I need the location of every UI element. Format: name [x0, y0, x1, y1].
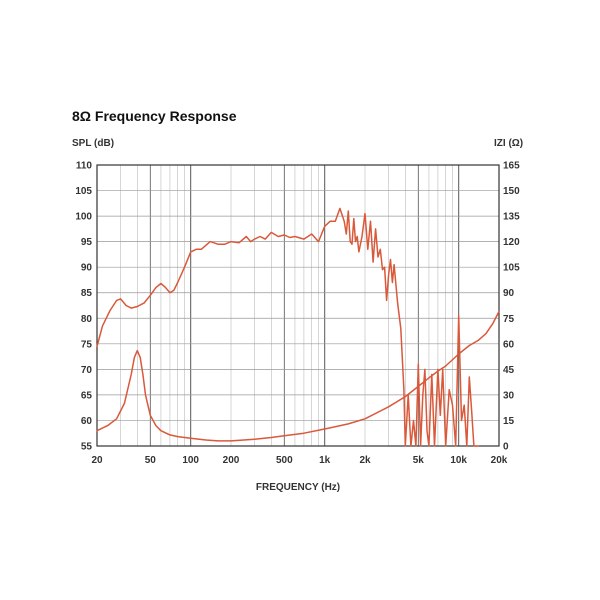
x-tick-label: 200 [223, 455, 240, 466]
x-tick-label: 500 [276, 455, 293, 466]
x-tick-label: 2k [359, 455, 371, 466]
y-tick-label-left: 100 [75, 212, 92, 223]
x-tick-label: 5k [413, 455, 425, 466]
y-tick-label-left: 110 [76, 161, 93, 172]
x-tick-label: 50 [145, 455, 157, 466]
y-tick-label-left: 55 [81, 442, 93, 453]
x-tick-label: 20 [91, 455, 103, 466]
y-axis-label-left: SPL (dB) [72, 138, 114, 149]
y-tick-label-right: 45 [503, 365, 515, 376]
y-tick-label-left: 105 [75, 186, 92, 197]
y-tick-label-left: 90 [81, 263, 93, 274]
series-group [96, 207, 500, 447]
y-tick-label-right: 30 [503, 390, 515, 401]
y-tick-label-right: 120 [503, 237, 520, 248]
y-tick-label-right: 60 [503, 339, 515, 350]
plot-frame [96, 164, 500, 447]
y-tick-label-left: 70 [81, 365, 93, 376]
y-tick-label-left: 80 [81, 314, 93, 325]
y-tick-label-right: 135 [503, 212, 520, 223]
y-tick-label-left: 65 [81, 390, 93, 401]
y-tick-label-right: 150 [503, 186, 520, 197]
y-tick-label-right: 165 [503, 161, 520, 172]
y-tick-label-right: 105 [503, 263, 520, 274]
y-tick-label-right: 0 [503, 442, 509, 453]
grid-lines [97, 165, 499, 446]
y-tick-label-right: 75 [503, 314, 515, 325]
y-tick-label-right: 15 [503, 416, 515, 427]
y-tick-label-left: 60 [81, 416, 93, 427]
y-tick-label-left: 85 [81, 288, 93, 299]
y-tick-label-right: 90 [503, 288, 515, 299]
y-tick-label-left: 95 [81, 237, 93, 248]
x-axis-label: FREQUENCY (Hz) [256, 482, 340, 493]
x-tick-label: 1k [319, 455, 331, 466]
spl-series-line [96, 207, 479, 447]
tick-labels: 1101051009590858075706560551651501351201… [75, 161, 520, 467]
impedance-series-line [96, 310, 500, 442]
x-tick-label: 10k [450, 455, 467, 466]
y-axis-label-right: IZI (Ω) [494, 138, 523, 149]
y-tick-label-left: 75 [81, 339, 93, 350]
x-tick-label: 20k [491, 455, 508, 466]
x-tick-label: 100 [182, 455, 199, 466]
chart-title: 8Ω Frequency Response [72, 108, 237, 124]
